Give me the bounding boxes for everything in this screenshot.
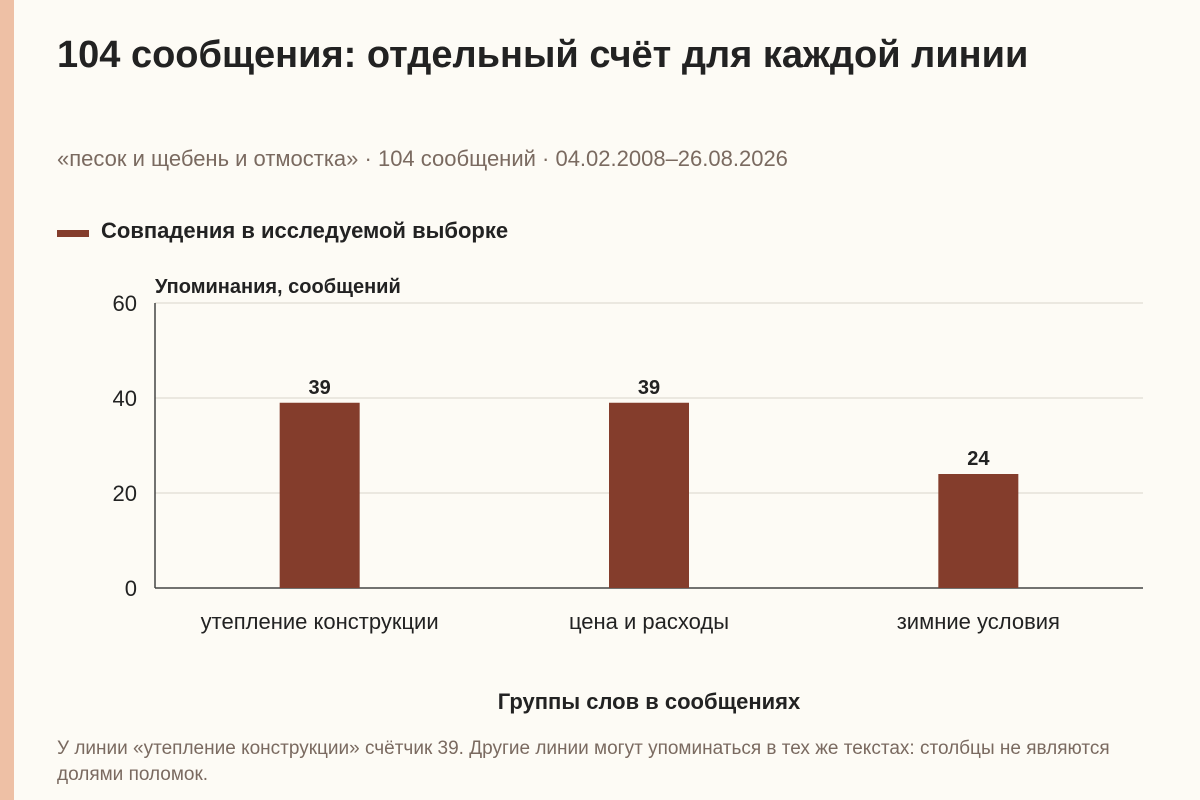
side-accent-strip xyxy=(0,0,14,800)
y-tick-label: 40 xyxy=(113,386,137,411)
legend-label: Совпадения в исследуемой выборке xyxy=(101,218,509,243)
bar-chart: 0 20 40 60 Упоминания, сообщений 39 утепление … xyxy=(113,276,1143,714)
y-tick-label: 20 xyxy=(113,481,137,506)
legend-swatch xyxy=(57,229,89,237)
bar xyxy=(279,402,360,588)
chart-subtitle: «песок и щебень и отмостка» · 104 сообще… xyxy=(57,146,788,171)
y-axis-label: Упоминания, сообщений xyxy=(155,276,401,298)
bar xyxy=(609,402,689,588)
data-label: 24 xyxy=(967,448,990,470)
x-tick-label: утепление конструкции xyxy=(201,609,439,634)
legend: Совпадения в исследуемой выборке xyxy=(57,218,508,244)
x-tick-label: зимние условия xyxy=(897,609,1060,634)
bar xyxy=(938,474,1019,588)
footnote: У линии «утепление конструкции» счётчик … xyxy=(57,738,1110,785)
x-tick-label: цена и расходы xyxy=(569,609,729,634)
chart-title: 104 сообщения: отдельный счёт для каждой… xyxy=(57,34,1029,76)
data-label: 39 xyxy=(638,377,660,399)
data-label: 39 xyxy=(309,377,331,399)
y-tick-label: 60 xyxy=(113,291,137,316)
y-tick-label: 0 xyxy=(125,576,137,601)
x-axis-label: Группы слов в сообщениях xyxy=(498,689,801,714)
